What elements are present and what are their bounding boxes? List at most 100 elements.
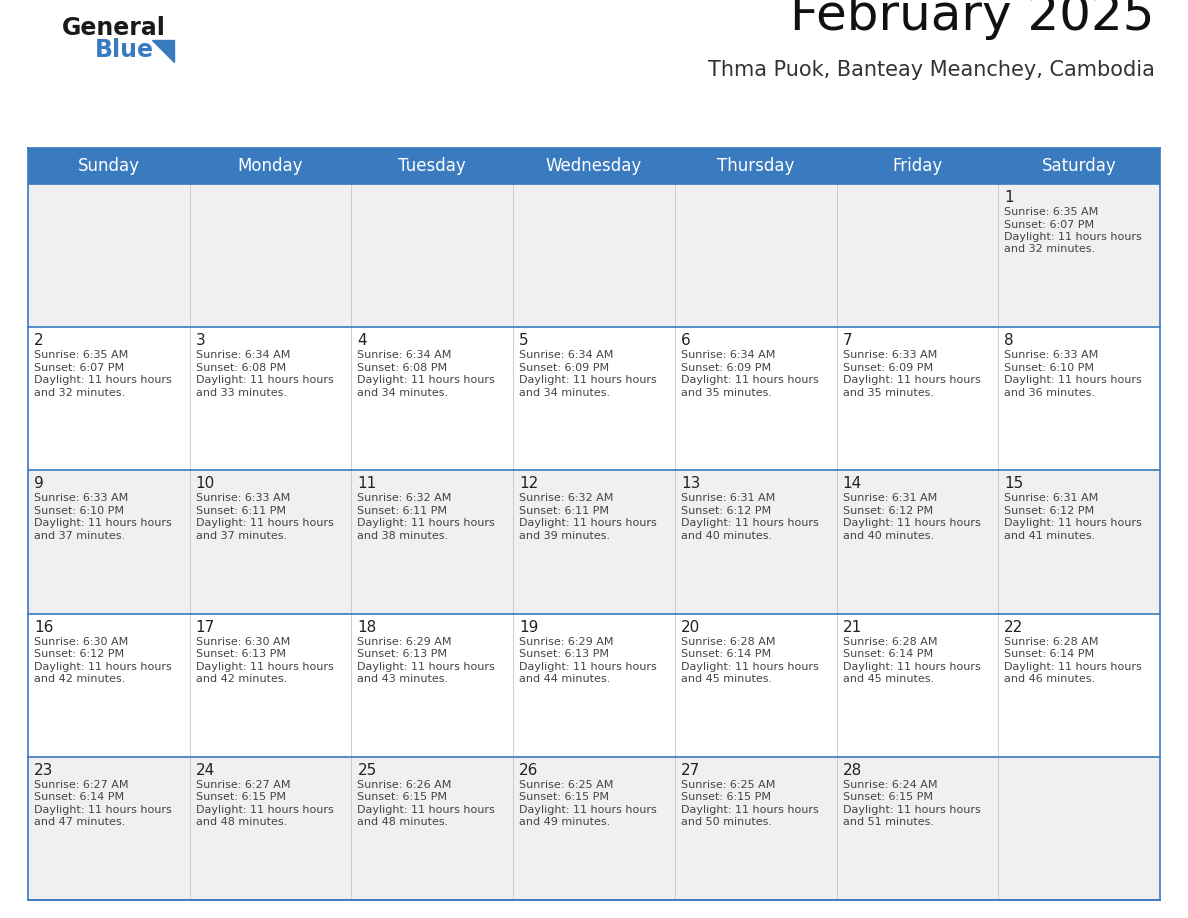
Text: and 36 minutes.: and 36 minutes. (1004, 387, 1095, 397)
Text: Sunset: 6:15 PM: Sunset: 6:15 PM (842, 792, 933, 802)
Text: and 48 minutes.: and 48 minutes. (196, 817, 287, 827)
Text: Sunset: 6:15 PM: Sunset: 6:15 PM (358, 792, 448, 802)
Bar (29, 184, 1159, 327)
Text: February 2025: February 2025 (790, 0, 1155, 40)
Text: Sunset: 6:15 PM: Sunset: 6:15 PM (196, 792, 286, 802)
Text: Daylight: 11 hours hours: Daylight: 11 hours hours (34, 519, 172, 529)
Text: Sunrise: 6:30 AM: Sunrise: 6:30 AM (196, 636, 290, 646)
Text: 10: 10 (196, 476, 215, 491)
Text: Sunrise: 6:25 AM: Sunrise: 6:25 AM (681, 779, 776, 789)
Text: and 37 minutes.: and 37 minutes. (196, 531, 286, 541)
Text: Sunset: 6:09 PM: Sunset: 6:09 PM (842, 363, 933, 373)
Text: Sunrise: 6:27 AM: Sunrise: 6:27 AM (34, 779, 128, 789)
Text: and 38 minutes.: and 38 minutes. (358, 531, 449, 541)
Text: Sunset: 6:07 PM: Sunset: 6:07 PM (34, 363, 124, 373)
Text: 7: 7 (842, 333, 852, 348)
Text: Daylight: 11 hours hours: Daylight: 11 hours hours (358, 519, 495, 529)
Text: Sunset: 6:07 PM: Sunset: 6:07 PM (1004, 219, 1094, 230)
Text: Sunrise: 6:28 AM: Sunrise: 6:28 AM (1004, 636, 1099, 646)
Text: Daylight: 11 hours hours: Daylight: 11 hours hours (196, 805, 334, 815)
Text: Sunrise: 6:35 AM: Sunrise: 6:35 AM (1004, 207, 1099, 217)
Text: Daylight: 11 hours hours: Daylight: 11 hours hours (34, 662, 172, 672)
Text: and 41 minutes.: and 41 minutes. (1004, 531, 1095, 541)
Text: Sunrise: 6:33 AM: Sunrise: 6:33 AM (842, 350, 937, 360)
Text: Daylight: 11 hours hours: Daylight: 11 hours hours (358, 805, 495, 815)
Text: Friday: Friday (892, 157, 942, 175)
Text: Sunset: 6:15 PM: Sunset: 6:15 PM (519, 792, 609, 802)
Text: Sunrise: 6:25 AM: Sunrise: 6:25 AM (519, 779, 613, 789)
Text: Tuesday: Tuesday (398, 157, 466, 175)
Text: Thursday: Thursday (718, 157, 795, 175)
Text: and 32 minutes.: and 32 minutes. (1004, 244, 1095, 254)
Text: 16: 16 (34, 620, 53, 634)
Text: 5: 5 (519, 333, 529, 348)
Text: Sunset: 6:11 PM: Sunset: 6:11 PM (196, 506, 286, 516)
Text: Sunset: 6:08 PM: Sunset: 6:08 PM (196, 363, 286, 373)
Text: Sunrise: 6:31 AM: Sunrise: 6:31 AM (1004, 493, 1099, 503)
Text: Sunrise: 6:29 AM: Sunrise: 6:29 AM (519, 636, 614, 646)
Text: Sunset: 6:10 PM: Sunset: 6:10 PM (34, 506, 124, 516)
Text: and 34 minutes.: and 34 minutes. (519, 387, 611, 397)
Text: Daylight: 11 hours hours: Daylight: 11 hours hours (358, 662, 495, 672)
Bar (29, 470, 1159, 613)
Text: 26: 26 (519, 763, 538, 778)
Text: 24: 24 (196, 763, 215, 778)
Text: Daylight: 11 hours hours: Daylight: 11 hours hours (358, 375, 495, 386)
Text: 28: 28 (842, 763, 861, 778)
Text: and 47 minutes.: and 47 minutes. (34, 817, 125, 827)
Text: and 44 minutes.: and 44 minutes. (519, 674, 611, 684)
Text: Daylight: 11 hours hours: Daylight: 11 hours hours (34, 805, 172, 815)
Text: 17: 17 (196, 620, 215, 634)
Text: Sunrise: 6:33 AM: Sunrise: 6:33 AM (34, 493, 128, 503)
Text: Blue: Blue (95, 38, 154, 62)
Bar (29, 613, 1159, 756)
Text: Sunset: 6:12 PM: Sunset: 6:12 PM (842, 506, 933, 516)
Text: Sunrise: 6:34 AM: Sunrise: 6:34 AM (358, 350, 451, 360)
Text: and 32 minutes.: and 32 minutes. (34, 387, 125, 397)
Text: 12: 12 (519, 476, 538, 491)
Bar (29, 148, 1159, 184)
Text: Sunrise: 6:33 AM: Sunrise: 6:33 AM (196, 493, 290, 503)
Text: Daylight: 11 hours hours: Daylight: 11 hours hours (1004, 375, 1142, 386)
Text: and 35 minutes.: and 35 minutes. (842, 387, 934, 397)
Text: Sunset: 6:12 PM: Sunset: 6:12 PM (1004, 506, 1094, 516)
Text: Sunrise: 6:32 AM: Sunrise: 6:32 AM (519, 493, 613, 503)
Text: Sunrise: 6:24 AM: Sunrise: 6:24 AM (842, 779, 937, 789)
Text: and 40 minutes.: and 40 minutes. (842, 531, 934, 541)
Text: 22: 22 (1004, 620, 1024, 634)
Text: Sunrise: 6:32 AM: Sunrise: 6:32 AM (358, 493, 451, 503)
Text: Sunrise: 6:35 AM: Sunrise: 6:35 AM (34, 350, 128, 360)
Bar (29, 327, 1159, 470)
Text: 13: 13 (681, 476, 700, 491)
Text: Sunset: 6:14 PM: Sunset: 6:14 PM (681, 649, 771, 659)
Text: Thma Puok, Banteay Meanchey, Cambodia: Thma Puok, Banteay Meanchey, Cambodia (708, 60, 1155, 80)
Text: Daylight: 11 hours hours: Daylight: 11 hours hours (196, 375, 334, 386)
Text: Daylight: 11 hours hours: Daylight: 11 hours hours (34, 375, 172, 386)
Text: Sunrise: 6:31 AM: Sunrise: 6:31 AM (842, 493, 937, 503)
Text: Sunrise: 6:26 AM: Sunrise: 6:26 AM (358, 779, 451, 789)
Text: 1: 1 (1004, 190, 1013, 205)
Text: General: General (62, 16, 166, 40)
Text: Daylight: 11 hours hours: Daylight: 11 hours hours (681, 375, 819, 386)
Text: Sunset: 6:09 PM: Sunset: 6:09 PM (681, 363, 771, 373)
Text: 8: 8 (1004, 333, 1013, 348)
Text: and 40 minutes.: and 40 minutes. (681, 531, 772, 541)
Text: and 51 minutes.: and 51 minutes. (842, 817, 934, 827)
Text: Sunset: 6:15 PM: Sunset: 6:15 PM (681, 792, 771, 802)
Text: and 50 minutes.: and 50 minutes. (681, 817, 772, 827)
Text: Daylight: 11 hours hours: Daylight: 11 hours hours (681, 662, 819, 672)
Text: Daylight: 11 hours hours: Daylight: 11 hours hours (842, 662, 980, 672)
Text: 3: 3 (196, 333, 206, 348)
Text: Sunset: 6:08 PM: Sunset: 6:08 PM (358, 363, 448, 373)
Text: Sunset: 6:12 PM: Sunset: 6:12 PM (681, 506, 771, 516)
Text: and 49 minutes.: and 49 minutes. (519, 817, 611, 827)
Text: and 42 minutes.: and 42 minutes. (196, 674, 287, 684)
Text: Sunset: 6:13 PM: Sunset: 6:13 PM (519, 649, 609, 659)
Text: and 48 minutes.: and 48 minutes. (358, 817, 449, 827)
Text: Sunday: Sunday (78, 157, 140, 175)
Text: and 45 minutes.: and 45 minutes. (842, 674, 934, 684)
Text: Sunset: 6:10 PM: Sunset: 6:10 PM (1004, 363, 1094, 373)
Text: Sunrise: 6:31 AM: Sunrise: 6:31 AM (681, 493, 775, 503)
Text: Sunrise: 6:27 AM: Sunrise: 6:27 AM (196, 779, 290, 789)
Text: Sunset: 6:11 PM: Sunset: 6:11 PM (358, 506, 448, 516)
